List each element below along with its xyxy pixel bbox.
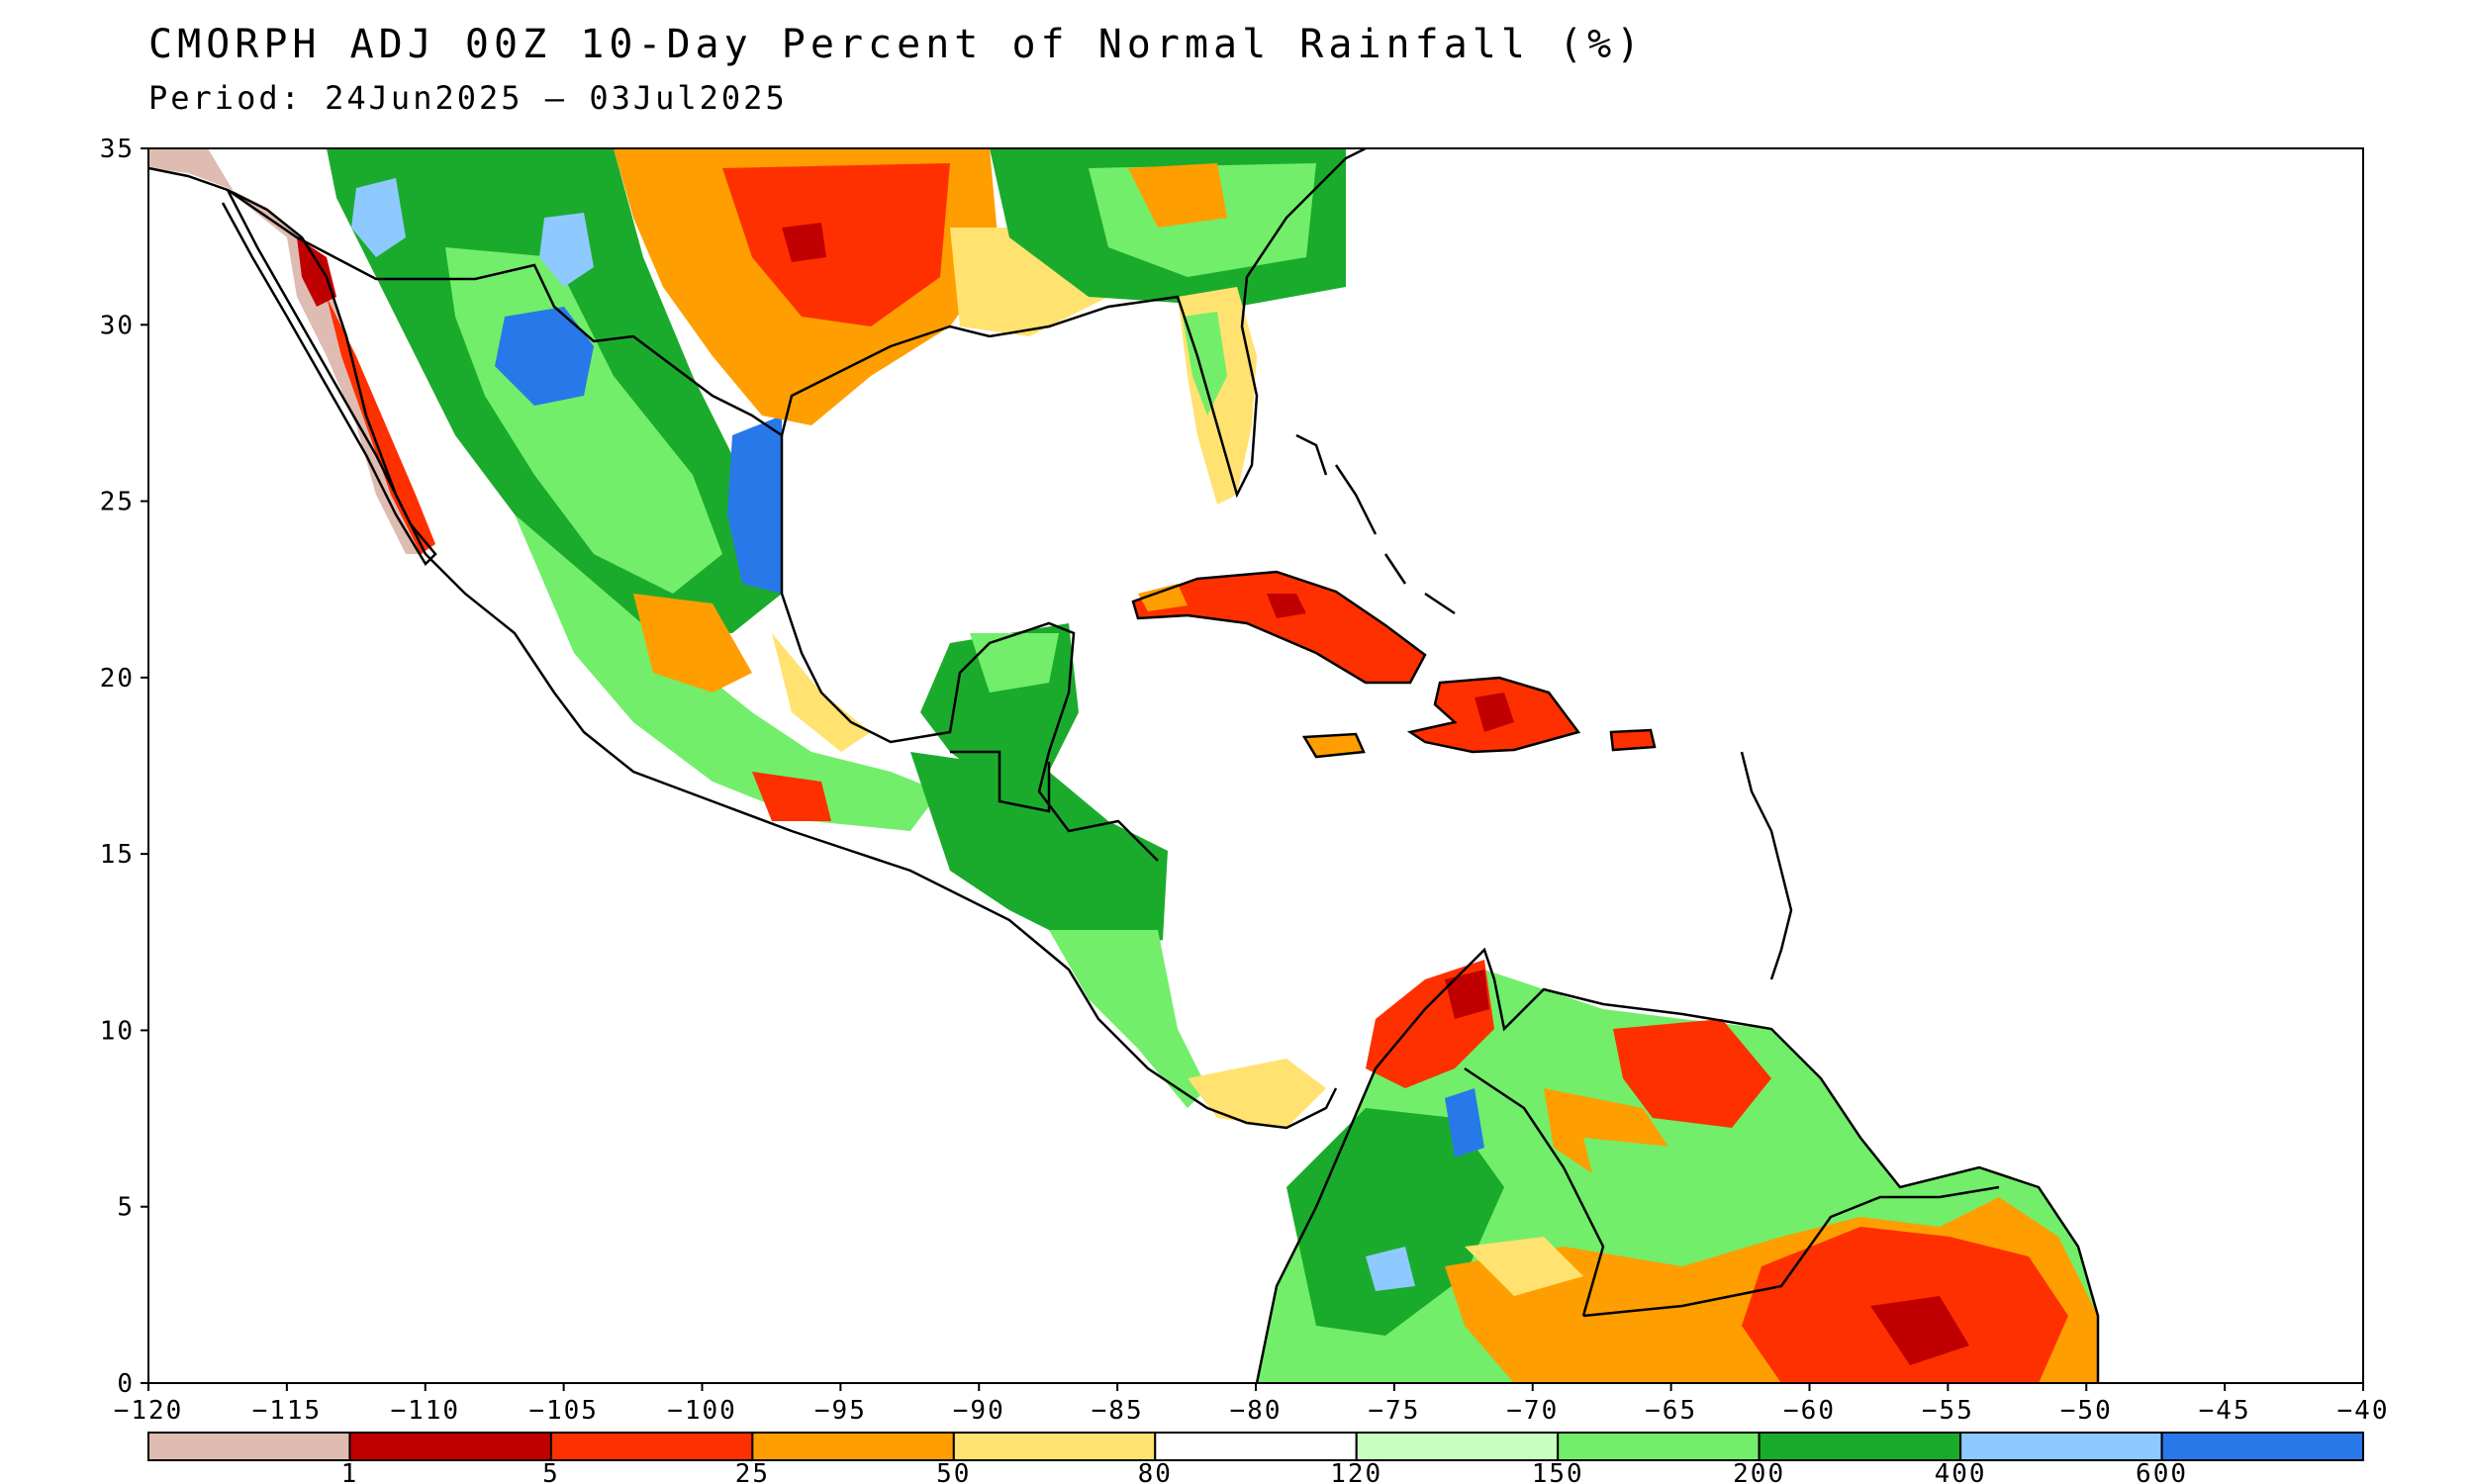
- lon-tick-label: −95: [814, 1396, 867, 1426]
- lat-tick-label: 20: [100, 664, 135, 694]
- lon-tick-label: −80: [1230, 1396, 1283, 1426]
- lat-tick-label: 0: [117, 1369, 135, 1399]
- lon-tick-label: −120: [114, 1396, 184, 1426]
- colorbar-label: 1: [341, 1459, 359, 1484]
- texas-red: [722, 163, 950, 326]
- florida-green: [1183, 312, 1227, 416]
- puerto-rico-red: [1611, 730, 1655, 750]
- lon-tick-label: −60: [1783, 1396, 1836, 1426]
- central-america-lightgreen: [1049, 930, 1207, 1108]
- arizona-blue: [351, 178, 406, 257]
- colorbar: 1 5 25 50 80 120 150 200 400 600: [147, 1432, 2364, 1484]
- cuba-coast: [1131, 570, 1427, 685]
- us-gulf-coast: [780, 148, 1367, 499]
- new-mexico-blue: [539, 213, 594, 287]
- rainfall-field: [148, 148, 2098, 1383]
- lon-tick-label: −90: [953, 1396, 1005, 1426]
- jamaica-orange: [1304, 734, 1364, 757]
- baja-peninsula-coast: [221, 189, 437, 567]
- lat-tick-label: 15: [100, 840, 135, 870]
- cuba-red: [1133, 572, 1425, 683]
- lat-tick-label: 5: [117, 1193, 135, 1223]
- colorbar-swatch: [2160, 1432, 2364, 1461]
- colorbar-label: 120: [1330, 1459, 1382, 1484]
- us-mexico-border: [227, 188, 783, 437]
- lon-tick-label: −85: [1092, 1396, 1144, 1426]
- lat-tick-label: 10: [100, 1016, 135, 1046]
- south-mexico-green: [515, 514, 940, 831]
- colorbar-label: 400: [1935, 1459, 1987, 1484]
- colombia-blue: [1445, 1088, 1484, 1158]
- colorbar-label: 200: [1733, 1459, 1785, 1484]
- colorbar-label: 600: [2136, 1459, 2188, 1484]
- cuba-darkred: [1267, 594, 1306, 618]
- lon-tick-label: −65: [1645, 1396, 1697, 1426]
- panama-yellow: [1188, 1059, 1326, 1128]
- colombia-venezuela-border: [1464, 1067, 1605, 1317]
- country-borders: [227, 188, 2000, 1318]
- lon-tick-label: −100: [667, 1396, 737, 1426]
- guatemala-belize-border: [950, 750, 1051, 813]
- lat-tick-label: 35: [100, 135, 135, 164]
- colorbar-label: 150: [1532, 1459, 1584, 1484]
- colorbar-swatch: [1758, 1432, 1962, 1461]
- colombia-darkred: [1445, 970, 1489, 1019]
- puerto-rico-coast: [1609, 728, 1657, 752]
- lon-tick-label: −110: [390, 1396, 460, 1426]
- jamaica-coast: [1301, 732, 1366, 759]
- colorbar-swatch: [1355, 1432, 1560, 1461]
- lon-tick-label: −40: [2337, 1396, 2390, 1426]
- map-title: CMORPH ADJ 00Z 10-Day Percent of Normal …: [148, 22, 1646, 67]
- lesser-antilles: [1740, 751, 1793, 980]
- lon-tick-label: −55: [1922, 1396, 1974, 1426]
- amazon-darkred: [1870, 1296, 1969, 1365]
- cuba-orange: [1138, 584, 1188, 611]
- lon-tick-label: −45: [2199, 1396, 2251, 1426]
- bahamas-coast: [1295, 433, 1456, 615]
- colorbar-label: 50: [936, 1459, 971, 1484]
- georgia-orange: [1128, 163, 1227, 228]
- colorbar-swatch: [751, 1432, 955, 1461]
- guerrero-red: [752, 772, 831, 821]
- venezuela-red: [1613, 1019, 1771, 1128]
- colorbar-label: 5: [542, 1459, 560, 1484]
- guianas-green: [1583, 1138, 1742, 1227]
- hispaniola-darkred: [1475, 693, 1514, 732]
- lon-tick-label: −115: [252, 1396, 323, 1426]
- longitude-axis: −120 −115 −110 −105 −100 −95 −90 −85 −80 −75 −70 −6…: [114, 1383, 2390, 1426]
- amazon-yellow: [1465, 1237, 1583, 1296]
- colorbar-swatch: [549, 1432, 754, 1461]
- map-period: Period: 24Jun2025 – 03Jul2025: [148, 79, 788, 117]
- sonora-red: [297, 237, 336, 307]
- lon-tick-label: −70: [1506, 1396, 1559, 1426]
- yucatan-lightgreen: [970, 633, 1059, 693]
- tamaulipas-blue: [727, 416, 782, 594]
- honduras-green: [1108, 831, 1168, 950]
- lat-tick-label: 30: [100, 311, 135, 340]
- lat-tick-label: 25: [100, 488, 135, 517]
- north-america-pacific-coast: [148, 166, 1338, 1130]
- latitude-axis: 0 5 10 15 20 25 30 35: [100, 135, 148, 1399]
- chihuahua-blue: [495, 307, 594, 406]
- colorbar-swatch: [952, 1432, 1157, 1461]
- colorbar-swatch: [147, 1432, 351, 1461]
- lon-tick-label: −105: [528, 1396, 599, 1426]
- colorbar-label: 80: [1138, 1459, 1173, 1484]
- hispaniola-coast: [1406, 676, 1581, 754]
- south-america-north-coast: [1255, 947, 2100, 1383]
- colorbar-swatch: [1154, 1432, 1358, 1461]
- colorbar-swatch: [348, 1432, 552, 1461]
- central-mexico-orange: [633, 594, 752, 693]
- oklahoma-darkred: [782, 223, 826, 262]
- lon-tick-label: −75: [1368, 1396, 1420, 1426]
- brazil-border: [1582, 1185, 2000, 1318]
- guatemala-green: [910, 752, 1168, 950]
- colorbar-label: 25: [735, 1459, 770, 1484]
- colorbar-swatch: [1557, 1432, 1760, 1461]
- colombia-lightblue: [1366, 1247, 1415, 1291]
- lon-tick-label: −50: [2060, 1396, 2113, 1426]
- colorbar-swatch: [1959, 1432, 2163, 1461]
